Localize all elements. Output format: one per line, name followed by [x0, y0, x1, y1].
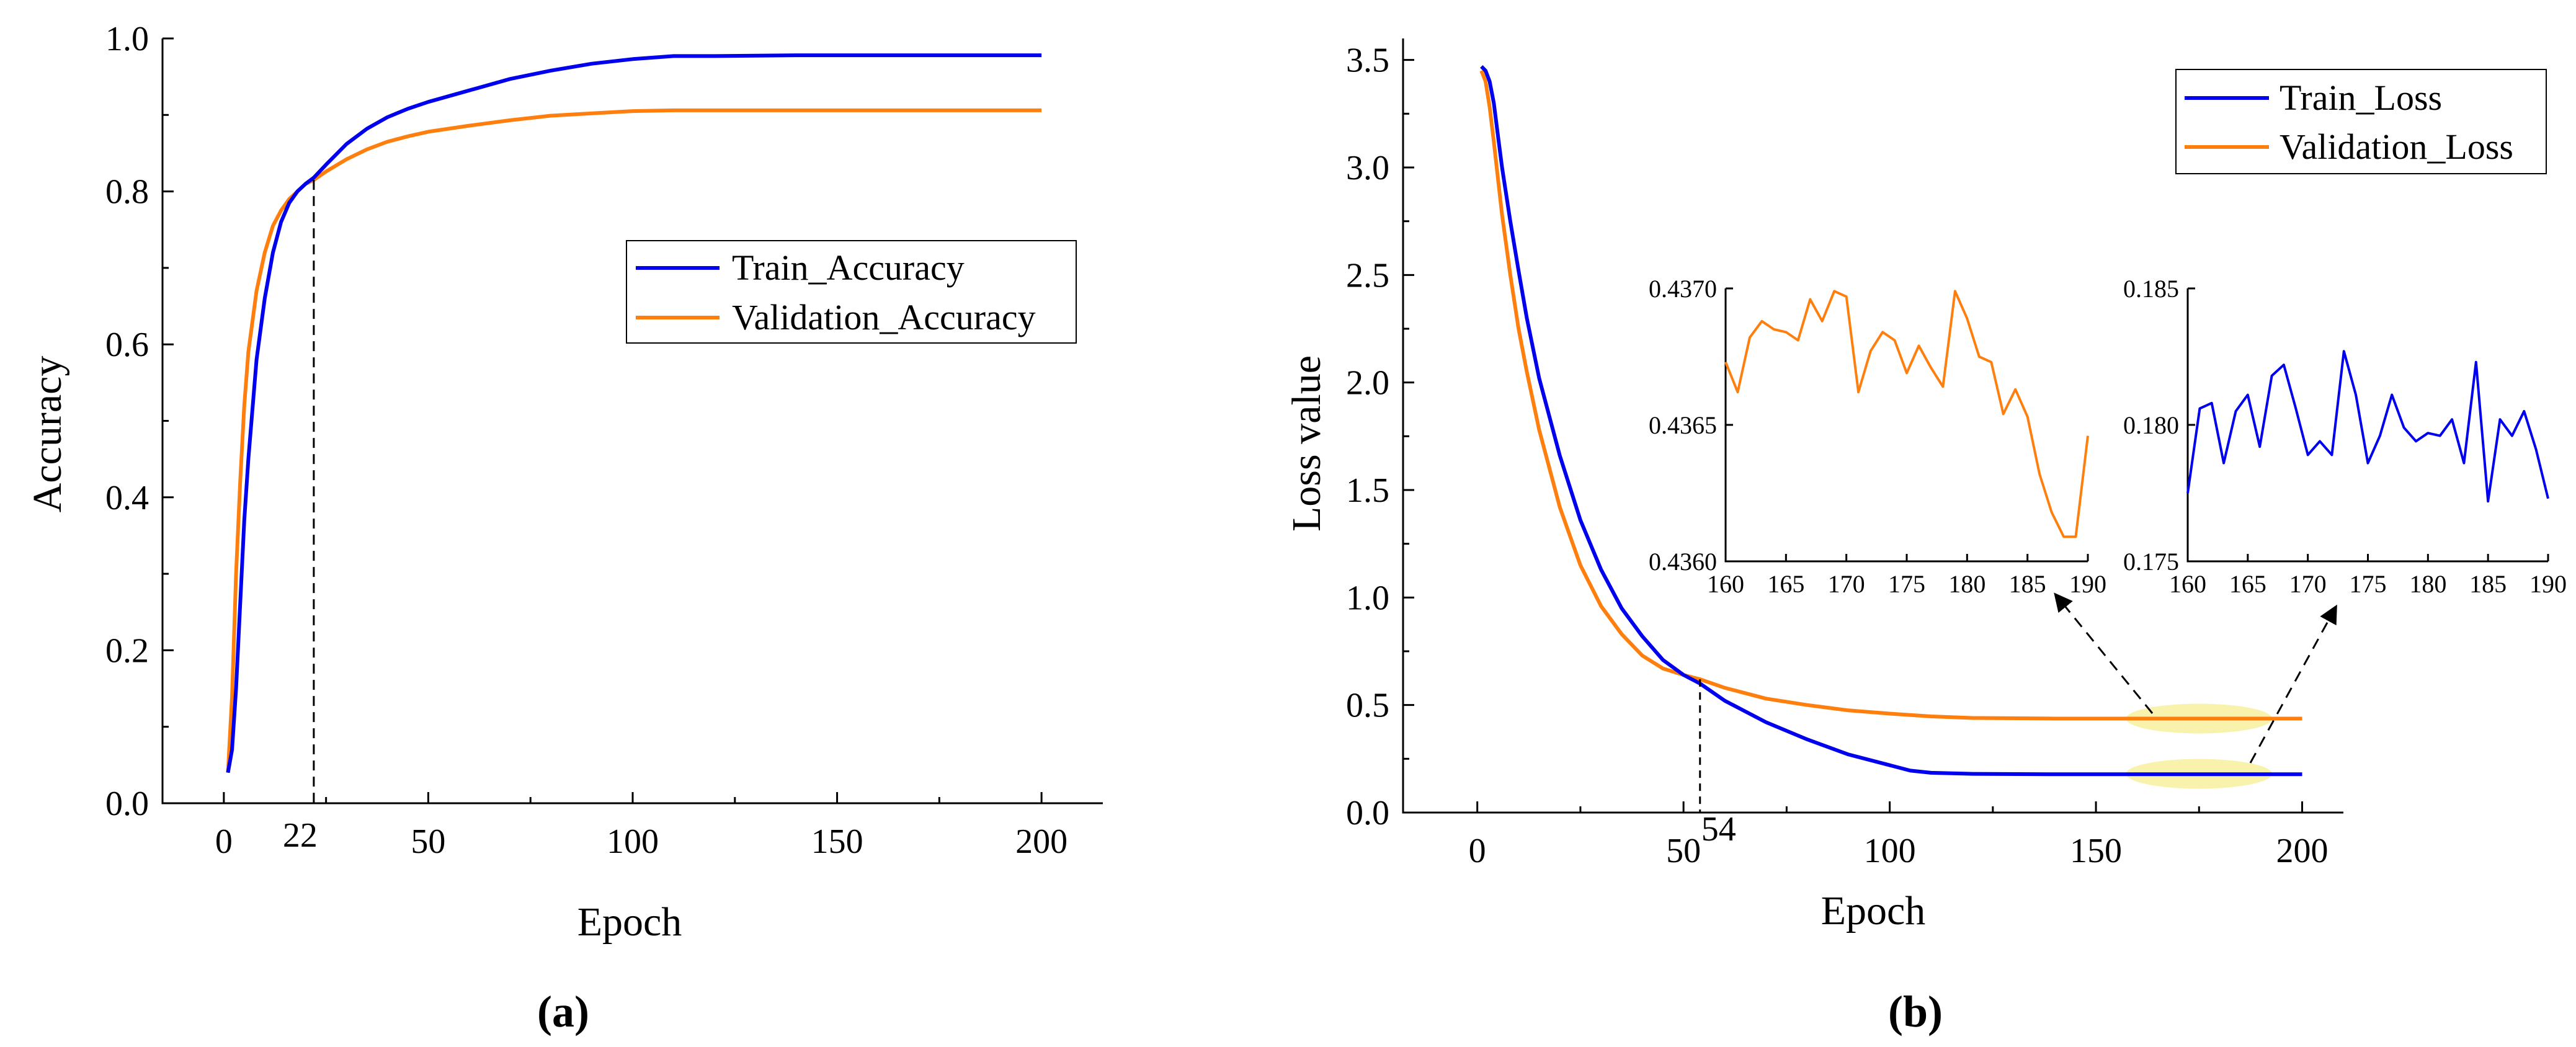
validation-inset-line [1724, 290, 2089, 538]
loss-y-axis-title: Loss value [1284, 355, 1329, 532]
validation-inset-series [1724, 290, 2089, 538]
train-inset-x-tick-label: 160 [2169, 570, 2206, 598]
accuracy-y-tick-label: 0.8 [105, 173, 149, 212]
accuracy-y-tick-label: 0.4 [105, 479, 149, 517]
accuracy-x-tick-label: 200 [1015, 822, 1067, 861]
train-inset-series [2186, 350, 2549, 503]
loss-epoch-marker-label: 54 [1701, 810, 1736, 849]
panel-b-label: (b) [1888, 987, 1943, 1036]
loss-y-ticks: 0.0 0.5 1.0 1.5 2.0 2.5 3.0 3.5 [1346, 42, 1414, 832]
loss-x-tick-label: 200 [2276, 832, 2329, 870]
loss-series-validation-loss [1479, 69, 2302, 721]
loss-y-tick-label: 3.5 [1346, 42, 1389, 80]
accuracy-epoch-marker-label: 22 [283, 816, 318, 855]
train-zoom-arrow [2249, 604, 2337, 764]
loss-chart: 0.0 0.5 1.0 1.5 2.0 2.5 3.0 3.5 0 50 100 150 200 54… [1284, 38, 2567, 1036]
validation-inset-x-tick-label: 170 [1828, 570, 1865, 598]
train-inset-x-tick-label: 170 [2289, 570, 2327, 598]
accuracy-x-tick-label: 0 [215, 822, 233, 861]
accuracy-axes [161, 38, 1103, 804]
loss-y-tick-label: 2.5 [1346, 256, 1389, 295]
train-loss-zoom-inset: 0.175 0.180 0.185 160 165 170 175 180 185 190 [2123, 275, 2567, 598]
train-inset-y-tick-label: 0.185 [2123, 275, 2179, 303]
validation-inset-axes [1724, 288, 2088, 563]
accuracy-x-ticks: 0 50 100 150 200 [215, 792, 1067, 861]
loss-series [1479, 65, 2302, 777]
validation-inset-y-tick-label: 0.4365 [1649, 411, 1717, 439]
loss-x-tick-label: 150 [2070, 832, 2122, 870]
panel-a-label: (a) [537, 987, 589, 1036]
accuracy-legend-validation-label: Validation_Accuracy [732, 297, 1036, 337]
accuracy-y-tick-label: 0.0 [105, 785, 149, 823]
train-inset-x-tick-label: 190 [2529, 570, 2567, 598]
loss-series-train-loss [1480, 65, 2302, 777]
accuracy-legend: Train_Accuracy Validation_Accuracy [626, 240, 1077, 344]
validation-inset-x-tick-label: 185 [2009, 570, 2046, 598]
loss-y-tick-label: 3.0 [1346, 149, 1389, 187]
accuracy-y-tick-label: 0.6 [105, 326, 149, 364]
accuracy-series [226, 53, 1042, 773]
accuracy-series-train-accuracy [226, 53, 1042, 773]
loss-legend-box [2175, 69, 2547, 174]
validation-inset-y-tick-label: 0.4370 [1649, 275, 1717, 303]
loss-y-tick-label: 0.0 [1346, 794, 1389, 832]
validation-inset-x-tick-label: 160 [1707, 570, 1744, 598]
validation-zoom-arrow [2054, 592, 2154, 714]
accuracy-x-tick-label: 150 [811, 822, 863, 861]
accuracy-legend-train-label: Train_Accuracy [732, 247, 965, 288]
loss-x-axis-title: Epoch [1821, 888, 1926, 933]
accuracy-y-axis-title: Accuracy [25, 356, 70, 513]
validation-inset-x-tick-label: 180 [1948, 570, 1985, 598]
accuracy-chart: 0.0 0.2 0.4 0.6 0.8 1.0 0 50 100 150 200 22 Epoch… [25, 20, 1103, 1036]
train-inset-x-tick-label: 180 [2409, 570, 2446, 598]
loss-y-tick-label: 1.5 [1346, 471, 1389, 510]
accuracy-legend-box [626, 240, 1077, 344]
train-inset-x-tick-label: 165 [2229, 570, 2266, 598]
accuracy-y-tick-label: 0.2 [105, 631, 149, 670]
train-inset-y-tick-label: 0.180 [2123, 411, 2179, 439]
train-inset-ticks: 0.175 0.180 0.185 160 165 170 175 180 185 190 [2123, 275, 2567, 598]
loss-legend-train-label: Train_Loss [2280, 78, 2442, 118]
train-inset-axes [2186, 288, 2548, 563]
validation-inset-x-tick-label: 175 [1888, 570, 1925, 598]
accuracy-series-validation-accuracy [226, 108, 1042, 773]
validation-loss-zoom-inset: 0.4360 0.4365 0.4370 160 165 170 175 180 185 190 [1649, 275, 2106, 598]
accuracy-y-tick-label: 1.0 [105, 20, 149, 58]
loss-x-ticks: 0 50 100 150 200 [1469, 801, 2329, 870]
loss-y-tick-label: 2.0 [1346, 364, 1389, 403]
validation-inset-ticks: 0.4360 0.4365 0.4370 160 165 170 175 180 185 190 [1649, 275, 2106, 598]
loss-legend-validation-label: Validation_Loss [2280, 127, 2513, 167]
zoom-arrows [2054, 592, 2337, 764]
loss-x-tick-label: 100 [1864, 832, 1916, 870]
loss-legend: Train_Loss Validation_Loss [2175, 69, 2547, 174]
validation-inset-x-tick-label: 165 [1767, 570, 1804, 598]
accuracy-x-axis-title: Epoch [577, 899, 682, 945]
loss-y-tick-label: 1.0 [1346, 579, 1389, 617]
accuracy-y-ticks: 0.0 0.2 0.4 0.6 0.8 1.0 [105, 20, 174, 823]
loss-y-tick-label: 0.5 [1346, 687, 1389, 725]
validation-inset-y-tick-label: 0.4360 [1649, 548, 1717, 576]
train-inset-x-tick-label: 185 [2469, 570, 2507, 598]
train-inset-line [2186, 350, 2549, 503]
accuracy-x-tick-label: 100 [607, 822, 659, 861]
train-inset-x-tick-label: 175 [2350, 570, 2387, 598]
loss-x-tick-label: 50 [1666, 832, 1701, 870]
accuracy-x-tick-label: 50 [411, 822, 445, 861]
validation-inset-x-tick-label: 190 [2069, 570, 2106, 598]
loss-x-tick-label: 0 [1469, 832, 1486, 870]
train-inset-y-tick-label: 0.175 [2123, 548, 2179, 576]
